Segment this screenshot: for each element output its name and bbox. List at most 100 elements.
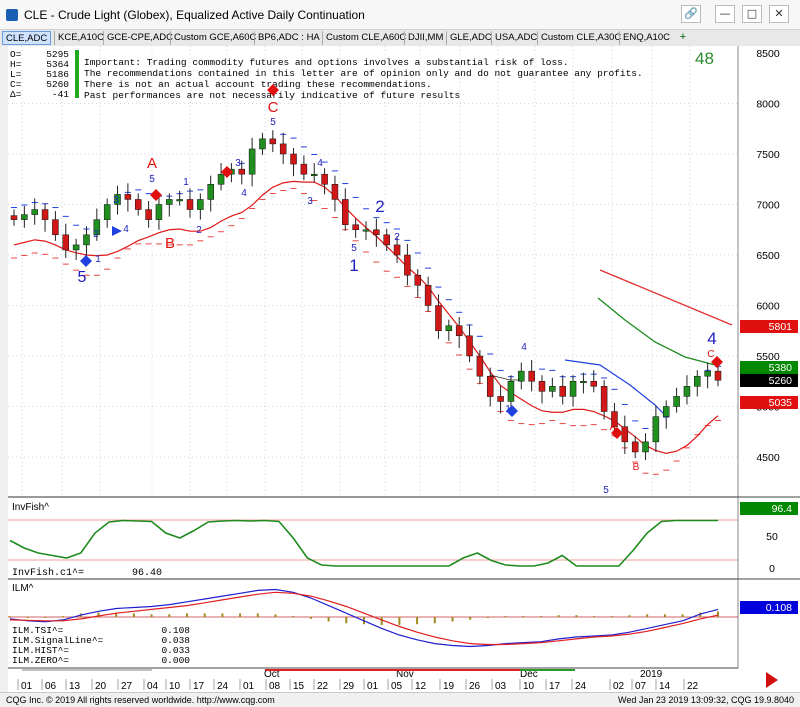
tab-custom-cle-a60c[interactable]: Custom CLE,A60C [322,31,409,45]
ohlc-value-change: -41 [52,89,69,100]
date-bar [395,669,520,671]
wave-label: B [165,235,175,252]
price-flag-text: 5801 [769,321,793,333]
arrow-marker [112,226,122,236]
candle-body [424,285,432,306]
ilm-hist-bar [345,617,348,624]
price-tick-label: 8500 [756,48,780,60]
candle-body [621,426,629,443]
wave-label: C [268,99,279,116]
minimize-icon[interactable]: — [715,5,735,23]
candle-body [373,229,380,236]
candle-body [176,199,183,202]
wave-annotations: ABC5432151234534215241ABC45 [78,84,723,496]
candle-body [134,199,142,210]
ilm-hist-bar [256,613,259,617]
tab-enq-a10c[interactable]: ENQ,A10C [619,31,673,45]
ohlc-readout: O= H= L= C= Δ= 5295 5364 5186 5260 -41 [10,49,79,100]
ilm-title: ILM^ [12,583,34,594]
ilm-hist-bar [610,616,613,618]
candle-body [10,215,18,220]
candle-body [642,441,649,453]
tab-kce-a10c[interactable]: KCE,A10C [54,31,107,45]
candle-body [248,148,256,175]
signal-diamond [267,84,279,96]
tab-custom-cle-a30c[interactable]: Custom CLE,A30C [537,31,624,45]
candle-body [704,370,711,377]
chart-svg[interactable]: O= H= L= C= Δ= 5295 5364 5186 5260 -41 I… [0,46,800,692]
tab-custom-gce-a60c[interactable]: Custom GCE,A60C [170,31,259,45]
ohlc-label-high: H= [10,59,22,70]
ilm-hist-bar [132,613,135,617]
candle-body [611,411,618,427]
wave-label: C [707,349,714,360]
invfish-tick-0: 0 [769,563,775,575]
ilm-zero-label: ILM.ZERO^= [12,655,69,666]
ilm-flag [740,601,798,614]
candlesticks[interactable] [10,130,722,461]
wave-label: 2 [93,229,99,240]
scroll-arrow-icon[interactable] [766,672,778,688]
tab-gce-cpe-adc[interactable]: GCE-CPE,ADC [103,31,176,45]
candle-body [103,204,111,220]
candle-body [331,184,339,200]
tab-gle-adc[interactable]: GLE,ADC [446,31,495,45]
wave-label: 5 [351,243,357,254]
date-tick-label: 27 [121,681,133,692]
candle-body [342,199,349,225]
tab-bp6-adc-ha[interactable]: BP6,ADC : HA [254,31,323,45]
candle-body [631,441,639,453]
candle-body [259,138,266,150]
wave-label: 5 [78,269,87,286]
ilm-hist-bar [168,614,171,617]
ilm-hist-bar [486,617,489,618]
candle-body [279,143,287,155]
signal-diamond [506,405,518,417]
ilm-hist-bar [327,617,330,622]
date-tick-label: 01 [367,681,379,692]
wave-label: 4 [123,224,129,235]
wave-label: 4 [707,329,716,348]
long-green-line [597,297,716,366]
candle-body [114,194,121,205]
price-pane[interactable] [8,46,738,496]
candle-body [590,381,598,387]
ohlc-value-close: 5260 [46,79,69,90]
tab-usa-adc[interactable]: USA,ADC [491,31,540,45]
add-tab-button[interactable]: + [679,31,687,43]
count-label: 48 [695,49,714,68]
candle-body [455,325,463,337]
price-flag [740,361,798,374]
ilm-zero-value: 0.000 [161,655,190,666]
date-tick-label: 15 [293,681,305,692]
candle-body [186,199,194,210]
wave-label: 5 [149,174,155,185]
candle-body [559,386,566,397]
date-tick-label: 24 [217,681,229,692]
ilm-hist-bar [628,615,631,617]
candle-body [414,274,422,286]
link-icon[interactable]: 🔗 [681,5,701,23]
date-tick-label: 20 [95,681,107,692]
invfish-pane[interactable] [8,498,738,578]
close-icon[interactable]: ✕ [769,5,789,23]
ilm-pane[interactable] [8,580,738,668]
candle-body [569,381,577,397]
maximize-icon[interactable]: □ [742,5,762,23]
chart-area[interactable]: O= H= L= C= Δ= 5295 5364 5186 5260 -41 I… [0,46,800,692]
wave-label: 4 [317,158,323,169]
candle-body [72,244,80,251]
candle-body [673,396,680,407]
price-flag [740,396,798,409]
wave-label: B [633,462,640,473]
price-tick-label: 7500 [756,149,780,161]
tab-cle-adc[interactable]: CLE,ADC [2,31,52,45]
ilm-hist-bar [9,616,11,618]
ilm-hist-bar [97,612,100,617]
ilm-hist-bar [221,613,224,617]
date-bar [520,669,575,671]
invfish-readout-value: 96.40 [132,568,162,579]
ilm-hist-bar [557,615,560,617]
blue-ma-line [564,359,666,416]
tab-djii-mm[interactable]: DJII,MM [404,31,446,45]
